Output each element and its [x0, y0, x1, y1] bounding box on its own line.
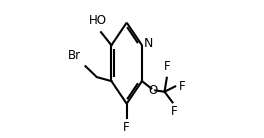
Text: F: F: [178, 80, 185, 93]
Text: F: F: [171, 105, 177, 118]
Text: N: N: [144, 37, 153, 50]
Text: HO: HO: [89, 14, 107, 27]
Text: Br: Br: [68, 50, 81, 63]
Text: F: F: [123, 121, 130, 134]
Text: F: F: [164, 60, 171, 73]
Text: O: O: [149, 84, 158, 97]
